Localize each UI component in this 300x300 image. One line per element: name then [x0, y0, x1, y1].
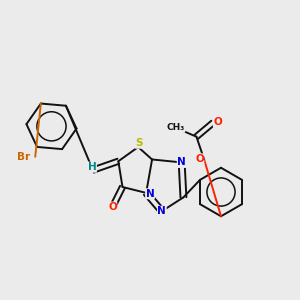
Text: N: N [177, 158, 186, 167]
Text: O: O [195, 154, 204, 164]
Text: S: S [135, 138, 143, 148]
Text: Br: Br [17, 152, 30, 162]
Text: O: O [213, 117, 222, 127]
Text: H: H [88, 162, 96, 172]
Text: N: N [146, 189, 154, 199]
Text: N: N [158, 206, 166, 216]
Text: O: O [108, 202, 117, 212]
Text: CH₃: CH₃ [167, 123, 185, 132]
